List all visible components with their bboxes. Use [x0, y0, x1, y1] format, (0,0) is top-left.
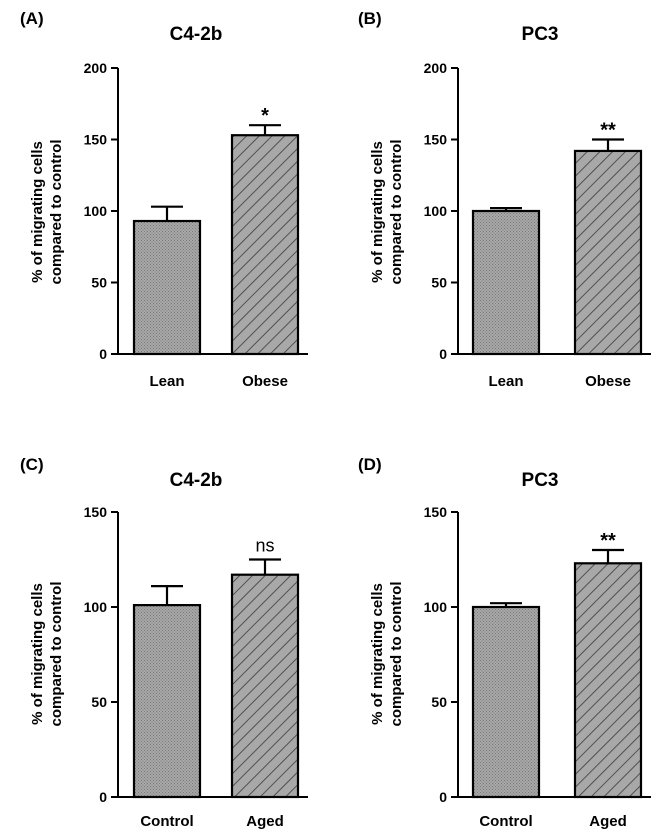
- y-tick-label: 150: [84, 132, 108, 148]
- category-label: Obese: [242, 373, 288, 390]
- bar-obese: [232, 135, 298, 354]
- y-tick-label: 100: [84, 599, 108, 615]
- bar-obese: [575, 151, 641, 354]
- y-axis-label: % of migrating cells compared to control: [29, 581, 65, 726]
- bar-control: [473, 607, 539, 797]
- y-axis-label-line: % of migrating cells: [29, 141, 46, 283]
- chart-panel: (D) PC3 % of migrating cells compared to co…: [358, 455, 651, 829]
- category-label: Control: [140, 813, 193, 829]
- y-tick-label: 0: [439, 346, 447, 362]
- bar-aged: [232, 575, 298, 797]
- panel-letter: (A): [20, 9, 44, 28]
- y-tick-label: 0: [439, 789, 447, 805]
- y-axis-label-line: compared to control: [48, 581, 65, 726]
- chart-title: C4-2b: [170, 24, 223, 45]
- y-axis-label: % of migrating cells compared to control: [369, 139, 405, 284]
- category-label: Lean: [149, 373, 184, 390]
- y-axis-label-line: % of migrating cells: [369, 583, 386, 725]
- y-tick-label: 100: [424, 599, 448, 615]
- y-tick-label: 50: [91, 275, 107, 291]
- category-label: Aged: [589, 813, 627, 829]
- significance-label: **: [600, 530, 616, 552]
- category-label: Lean: [488, 373, 523, 390]
- y-tick-label: 50: [431, 694, 447, 710]
- y-axis-label-line: compared to control: [388, 139, 405, 284]
- y-axis-label-line: compared to control: [48, 139, 65, 284]
- chart-panel: (C) C4-2b % of migrating cells compared to …: [20, 455, 308, 829]
- significance-label: ns: [255, 536, 274, 556]
- y-axis-label: % of migrating cells compared to control: [369, 581, 405, 726]
- chart-title: PC3: [522, 470, 559, 491]
- y-tick-label: 100: [424, 203, 448, 219]
- y-axis-label: % of migrating cells compared to control: [29, 139, 65, 284]
- panel-letter: (C): [20, 455, 44, 474]
- y-tick-label: 150: [424, 504, 448, 520]
- category-label: Obese: [585, 373, 631, 390]
- panel-letter: (B): [358, 9, 382, 28]
- bar-aged: [575, 563, 641, 797]
- panel-letter: (D): [358, 455, 382, 474]
- y-tick-label: 50: [431, 275, 447, 291]
- chart-panel: (B) PC3 % of migrating cells compared to co…: [358, 9, 651, 390]
- category-label: Aged: [246, 813, 284, 829]
- y-tick-label: 0: [99, 789, 107, 805]
- y-tick-label: 50: [91, 694, 107, 710]
- chart-panel: (A) C4-2b % of migrating cells compared to …: [20, 9, 308, 390]
- y-tick-label: 0: [99, 346, 107, 362]
- significance-label: *: [261, 105, 269, 127]
- bar-control: [134, 605, 200, 797]
- significance-label: **: [600, 120, 616, 142]
- y-tick-label: 200: [424, 60, 448, 76]
- bar-lean: [473, 211, 539, 354]
- category-label: Control: [479, 813, 532, 829]
- chart-title: PC3: [522, 24, 559, 45]
- y-axis-label-line: % of migrating cells: [369, 141, 386, 283]
- y-tick-label: 200: [84, 60, 108, 76]
- y-tick-label: 100: [84, 203, 108, 219]
- bar-lean: [134, 221, 200, 354]
- y-tick-label: 150: [84, 504, 108, 520]
- chart-title: C4-2b: [170, 470, 223, 491]
- y-axis-label-line: compared to control: [388, 581, 405, 726]
- y-tick-label: 150: [424, 132, 448, 148]
- y-axis-label-line: % of migrating cells: [29, 583, 46, 725]
